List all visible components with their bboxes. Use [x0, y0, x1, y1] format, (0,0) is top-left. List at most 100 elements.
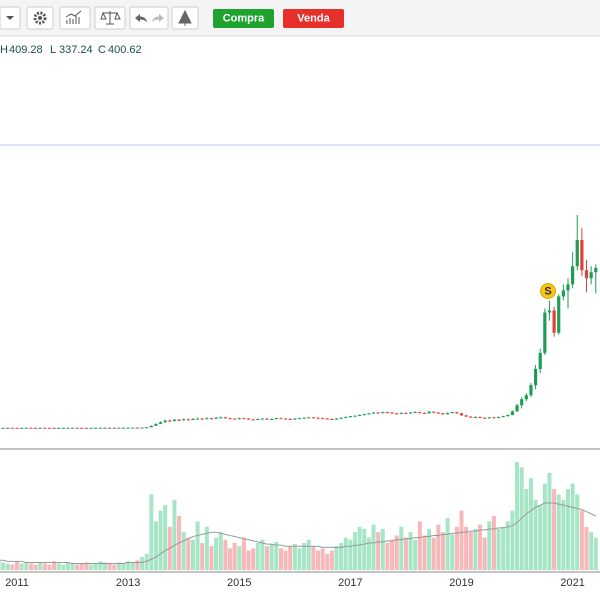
low-label: L: [50, 44, 56, 56]
volume-bar: [204, 526, 209, 570]
x-tick-label: 2011: [5, 577, 29, 589]
candle-body: [330, 418, 334, 420]
candle-body: [288, 418, 292, 420]
volume-bar: [251, 548, 256, 570]
volume-bar: [589, 532, 594, 570]
volume-bar: [130, 562, 135, 570]
candle-body: [325, 418, 329, 420]
x-tick-label: 2013: [116, 577, 140, 589]
candle-body: [427, 411, 431, 414]
volume-bar: [515, 462, 520, 570]
candle-body: [43, 427, 47, 429]
candle-body: [154, 423, 158, 426]
high-value: 409.28: [9, 44, 43, 56]
candle-body: [515, 405, 519, 412]
candle-body: [413, 412, 417, 414]
volume-bar: [390, 539, 395, 570]
alerts-button[interactable]: [171, 6, 199, 30]
volume-bar: [348, 539, 353, 570]
candle-body: [311, 417, 315, 419]
volume-bar: [376, 532, 381, 570]
volume-bar: [491, 516, 496, 570]
volume-bar: [459, 510, 464, 570]
volume-bar: [195, 521, 200, 570]
candle-body: [418, 412, 422, 414]
volume-bar: [135, 560, 140, 570]
volume-bar: [394, 535, 399, 570]
compare-button[interactable]: [94, 6, 126, 30]
candle-body: [552, 310, 556, 333]
candle-body: [344, 416, 348, 418]
indicators-button[interactable]: [59, 6, 91, 30]
volume-bar: [408, 532, 413, 570]
volume-bar: [260, 539, 265, 570]
candle-body: [52, 427, 56, 429]
candle-body: [487, 417, 491, 419]
candle-body: [61, 427, 65, 429]
volume-bar: [158, 510, 163, 570]
candle-body: [163, 420, 167, 423]
buy-button[interactable]: Compra: [213, 9, 274, 28]
candle-body: [459, 413, 464, 416]
volume-bar: [385, 543, 390, 570]
sell-label: Venda: [297, 12, 330, 24]
volume-bar: [93, 563, 98, 570]
volume-bar: [19, 563, 24, 570]
candle-body: [557, 296, 561, 333]
candle-body: [483, 417, 487, 419]
volume-bar: [440, 532, 445, 570]
volume-bar: [315, 550, 320, 570]
candle-body: [251, 419, 255, 421]
volume-bar: [232, 543, 237, 570]
candle-body: [589, 272, 593, 279]
volume-bar: [353, 532, 358, 570]
volume-bar: [538, 505, 543, 570]
volume-bar: [149, 494, 154, 570]
candle-body: [395, 413, 399, 415]
candle-body: [339, 417, 343, 419]
volume-bar: [24, 562, 29, 570]
candle-body: [75, 427, 79, 429]
dropdown[interactable]: [0, 6, 21, 30]
candle-body: [20, 427, 24, 429]
volume-bar: [241, 537, 246, 570]
x-tick-label: 2021: [560, 577, 584, 589]
volume-bar: [278, 548, 283, 570]
split-marker[interactable]: S: [540, 283, 556, 299]
candle-body: [450, 412, 454, 414]
candle-body: [524, 395, 528, 400]
candle-body: [205, 418, 209, 420]
volume-bar: [302, 543, 307, 570]
candle-body: [538, 352, 542, 369]
settings-button[interactable]: [26, 6, 54, 30]
candle-body: [172, 419, 177, 421]
candle-body: [47, 427, 52, 429]
volume-bar: [288, 546, 293, 570]
candle-body: [478, 416, 482, 418]
volume-bar: [42, 563, 47, 570]
candle-body: [584, 270, 589, 279]
volume-bar: [579, 510, 584, 570]
candle-body: [362, 414, 366, 416]
candle-body: [265, 418, 269, 420]
x-tick-label: 2015: [227, 577, 251, 589]
candle-body: [1, 427, 5, 429]
ohlc-header: H 409.28 L 337.24 C 400.62: [0, 44, 142, 56]
candle-body: [214, 417, 218, 419]
volume-bar: [561, 499, 566, 570]
volume-bar: [464, 526, 469, 570]
volume-bar: [153, 521, 158, 570]
candle-body: [566, 284, 570, 291]
volume-ma-line: [0, 502, 596, 565]
volume-bar: [306, 539, 311, 570]
volume-bar: [454, 526, 459, 570]
volume-bar: [255, 543, 260, 570]
candle-body: [70, 427, 75, 429]
candle-body: [381, 412, 385, 414]
candle-body: [177, 419, 181, 421]
sell-button[interactable]: Venda: [283, 9, 344, 28]
volume-bar: [468, 532, 473, 570]
candle-body: [260, 418, 265, 420]
undo-redo[interactable]: [129, 6, 169, 30]
candle-body: [297, 418, 302, 420]
